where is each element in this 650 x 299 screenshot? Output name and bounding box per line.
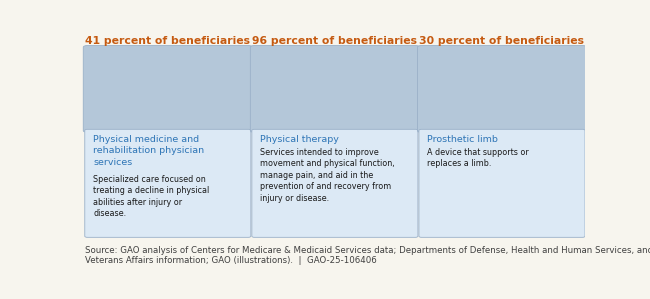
Text: Services intended to improve
movement and physical function,
manage pain, and ai: Services intended to improve movement an… [261,148,395,203]
Text: 96 percent of beneficiaries: 96 percent of beneficiaries [252,36,417,46]
FancyBboxPatch shape [419,129,585,237]
FancyBboxPatch shape [252,129,418,237]
FancyBboxPatch shape [83,45,252,132]
FancyBboxPatch shape [84,129,251,237]
Text: 30 percent of beneficiaries: 30 percent of beneficiaries [419,36,584,46]
FancyBboxPatch shape [250,45,419,132]
Text: A device that supports or
replaces a limb.: A device that supports or replaces a lim… [428,148,529,168]
Text: 41 percent of beneficiaries: 41 percent of beneficiaries [85,36,250,46]
FancyBboxPatch shape [417,45,586,132]
Text: Source: GAO analysis of Centers for Medicare & Medicaid Services data; Departmen: Source: GAO analysis of Centers for Medi… [85,245,650,265]
Text: Specialized care focused on
treating a decline in physical
abilities after injur: Specialized care focused on treating a d… [94,175,209,218]
Text: Physical therapy: Physical therapy [261,135,339,144]
Text: Physical medicine and
rehabilitation physician
services: Physical medicine and rehabilitation phy… [94,135,205,167]
Text: Prosthetic limb: Prosthetic limb [428,135,499,144]
